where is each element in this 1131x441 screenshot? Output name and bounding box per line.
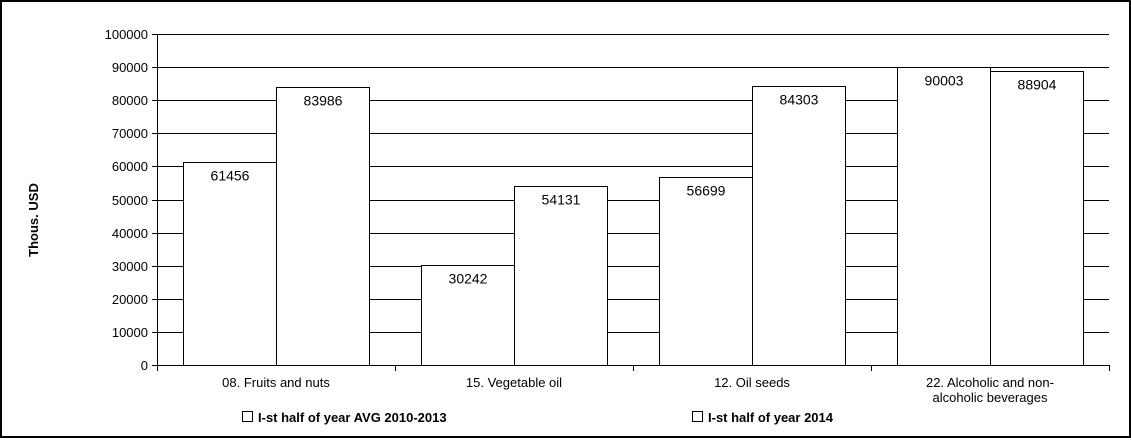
y-tick-label: 10000 bbox=[112, 325, 148, 340]
bar bbox=[514, 186, 608, 366]
y-tick-label: 100000 bbox=[105, 27, 148, 42]
x-category-label-line: 08. Fruits and nuts bbox=[222, 375, 330, 390]
data-label: 88904 bbox=[1018, 77, 1057, 93]
bar bbox=[183, 162, 277, 366]
y-tick-label: 90000 bbox=[112, 60, 148, 75]
legend-label: I-st half of year 2014 bbox=[708, 410, 834, 425]
y-axis-label: Thous. USD bbox=[26, 183, 41, 257]
x-category-label-line: 15. Vegetable oil bbox=[466, 375, 562, 390]
legend: I-st half of year AVG 2010-2013 I-st half… bbox=[242, 410, 834, 425]
legend-swatch bbox=[692, 411, 703, 422]
x-category-label-line: 22. Alcoholic and non- bbox=[926, 375, 1054, 390]
x-category-label-line: alcoholic beverages bbox=[933, 390, 1048, 405]
bar bbox=[897, 67, 991, 366]
x-category-label: 15. Vegetable oil bbox=[466, 375, 562, 390]
y-tick-label: 50000 bbox=[112, 193, 148, 208]
y-tick-label: 60000 bbox=[112, 159, 148, 174]
x-category-label: 08. Fruits and nuts bbox=[222, 375, 330, 390]
data-label: 90003 bbox=[925, 73, 964, 89]
y-tick-label: 30000 bbox=[112, 259, 148, 274]
data-label: 84303 bbox=[780, 92, 819, 108]
data-label: 83986 bbox=[304, 93, 343, 109]
bar bbox=[659, 177, 753, 366]
data-label: 30242 bbox=[449, 271, 488, 287]
y-tick-label: 0 bbox=[141, 358, 148, 373]
x-category-label-line: 12. Oil seeds bbox=[714, 375, 790, 390]
bar bbox=[276, 87, 370, 366]
bar bbox=[752, 86, 846, 366]
y-tick-label: 40000 bbox=[112, 226, 148, 241]
data-label: 56699 bbox=[687, 183, 726, 199]
x-category-label: 22. Alcoholic and non-alcoholic beverage… bbox=[926, 375, 1054, 405]
y-tick-label: 80000 bbox=[112, 93, 148, 108]
x-category-label: 12. Oil seeds bbox=[714, 375, 790, 390]
bar bbox=[990, 71, 1084, 366]
axes: 0 10000 20000 30000 40000 50000 60000 70000 8000… bbox=[105, 27, 1110, 405]
y-tick-label: 20000 bbox=[112, 292, 148, 307]
data-label: 54131 bbox=[542, 192, 581, 208]
y-tick-label: 70000 bbox=[112, 126, 148, 141]
legend-swatch bbox=[242, 411, 253, 422]
legend-label: I-st half of year AVG 2010-2013 bbox=[258, 410, 447, 425]
bars: 61456 83986 30242 54131 56699 84303 90003 88904 bbox=[183, 67, 1084, 366]
data-label: 61456 bbox=[211, 168, 250, 184]
